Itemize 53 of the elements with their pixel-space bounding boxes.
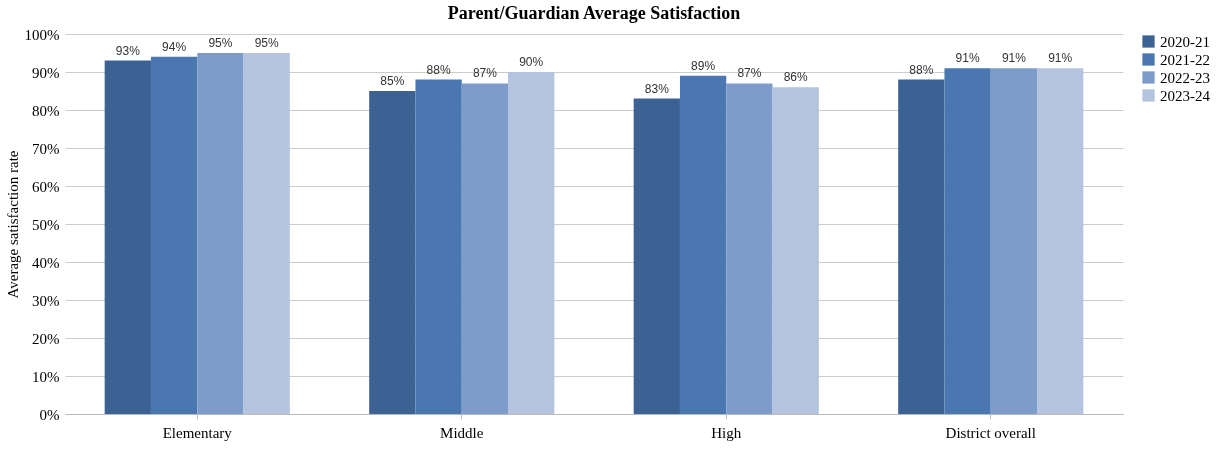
legend-label: 2021-22 [1160, 51, 1210, 68]
data-label: 91% [1048, 51, 1073, 66]
y-tick-label: 30% [32, 292, 60, 309]
bar [990, 68, 1038, 414]
data-label: 89% [691, 58, 716, 73]
data-label: 94% [162, 39, 187, 54]
data-label: 95% [208, 36, 233, 50]
data-label: 87% [737, 66, 762, 81]
y-tick-label: 50% [32, 216, 60, 233]
bar [150, 56, 198, 414]
bar [726, 83, 773, 414]
legend-label: 2023-24 [1160, 87, 1211, 104]
x-tick-label: Middle [440, 424, 484, 441]
legend-label: 2020-21 [1160, 33, 1210, 50]
y-tick-label: 10% [32, 368, 60, 385]
data-label: 90% [519, 55, 544, 69]
data-label: 88% [909, 62, 934, 77]
legend-label: 2022-23 [1160, 69, 1210, 86]
y-tick-label: 20% [32, 330, 60, 347]
bar [508, 72, 555, 414]
y-tick-label: 40% [32, 254, 60, 271]
y-tick-label: 60% [32, 178, 60, 195]
y-tick-label: 90% [32, 64, 60, 81]
bar [1037, 68, 1084, 414]
bar [772, 87, 819, 414]
bar [243, 53, 290, 414]
data-label: 87% [472, 66, 498, 81]
x-tick-label: Elementary [162, 424, 233, 441]
data-label: 93% [115, 43, 141, 58]
bar [898, 79, 945, 414]
y-tick-label: 80% [32, 102, 60, 119]
y-tick-label: 0% [39, 406, 60, 423]
y-axis-title: Average satisfaction rate [4, 150, 21, 299]
data-label: 91% [955, 51, 980, 66]
data-label: 86% [783, 70, 809, 85]
data-label: 95% [254, 36, 280, 50]
chart-title: Parent/Guardian Average Satisfaction [447, 3, 741, 23]
y-tick-label: 100% [24, 26, 60, 43]
data-label: 88% [426, 62, 451, 77]
bar [633, 98, 680, 414]
bar [104, 60, 151, 414]
bar [415, 79, 462, 414]
bar [461, 83, 509, 414]
bar [679, 75, 727, 414]
bar [369, 91, 416, 414]
data-label: 83% [644, 81, 670, 96]
y-tick-label: 70% [32, 140, 60, 157]
data-label: 91% [1001, 51, 1027, 66]
data-label: 85% [380, 74, 405, 88]
x-tick-label: District overall [945, 424, 1036, 441]
bar [197, 53, 244, 414]
bar [944, 68, 991, 414]
x-tick-label: High [711, 424, 742, 441]
